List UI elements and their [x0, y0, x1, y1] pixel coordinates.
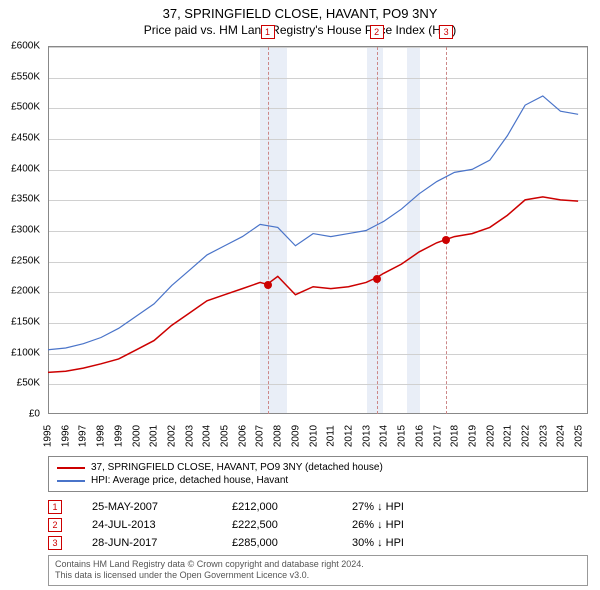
x-tick-label: 2012 [343, 425, 354, 447]
y-tick-label: £400K [11, 163, 40, 174]
chart-subtitle: Price paid vs. HM Land Registry's House … [0, 21, 600, 37]
x-tick-label: 1996 [60, 425, 71, 447]
series-hpi [48, 96, 578, 350]
x-tick-label: 2020 [485, 425, 496, 447]
sale-row: 1 25-MAY-2007£212,00027% ↓ HPI [48, 498, 588, 516]
y-tick-label: £250K [11, 255, 40, 266]
y-tick-label: £200K [11, 286, 40, 297]
sale-index-box: 2 [48, 518, 62, 532]
sale-row: 3 28-JUN-2017£285,00030% ↓ HPI [48, 534, 588, 552]
chart-container: 37, SPRINGFIELD CLOSE, HAVANT, PO9 3NY P… [0, 0, 600, 590]
legend-item: HPI: Average price, detached house, Hava… [57, 474, 579, 487]
y-tick-label: £450K [11, 133, 40, 144]
y-tick-label: £500K [11, 102, 40, 113]
sale-row: 2 24-JUL-2013£222,50026% ↓ HPI [48, 516, 588, 534]
x-tick-label: 2011 [326, 425, 337, 447]
y-tick-label: £300K [11, 225, 40, 236]
y-tick-label: £150K [11, 317, 40, 328]
marker-box: 2 [370, 25, 384, 39]
x-tick-label: 1997 [78, 425, 89, 447]
y-tick-label: £550K [11, 71, 40, 82]
x-tick-label: 2002 [166, 425, 177, 447]
sale-date: 28-JUN-2017 [92, 537, 232, 549]
x-tick-label: 1995 [43, 425, 54, 447]
footer-line-1: Contains HM Land Registry data © Crown c… [55, 559, 581, 571]
legend: 37, SPRINGFIELD CLOSE, HAVANT, PO9 3NY (… [48, 456, 588, 492]
x-tick-label: 2009 [290, 425, 301, 447]
y-tick-label: £0 [29, 409, 40, 420]
legend-item: 37, SPRINGFIELD CLOSE, HAVANT, PO9 3NY (… [57, 461, 579, 474]
y-tick-label: £50K [17, 378, 40, 389]
x-tick-label: 2013 [361, 425, 372, 447]
x-tick-label: 1999 [113, 425, 124, 447]
x-tick-label: 2021 [503, 425, 514, 447]
y-tick-label: £600K [11, 41, 40, 52]
sale-dot [264, 281, 272, 289]
series-property [48, 197, 578, 373]
footer-line-2: This data is licensed under the Open Gov… [55, 570, 581, 582]
x-tick-label: 2015 [397, 425, 408, 447]
sale-date: 25-MAY-2007 [92, 501, 232, 513]
legend-label: 37, SPRINGFIELD CLOSE, HAVANT, PO9 3NY (… [91, 462, 383, 473]
x-tick-label: 2017 [432, 425, 443, 447]
sale-date: 24-JUL-2013 [92, 519, 232, 531]
x-tick-label: 2019 [467, 425, 478, 447]
x-tick-label: 2023 [538, 425, 549, 447]
legend-label: HPI: Average price, detached house, Hava… [91, 475, 288, 486]
line-series [48, 47, 587, 414]
x-tick-label: 2016 [414, 425, 425, 447]
x-tick-label: 2010 [308, 425, 319, 447]
sale-delta: 30% ↓ HPI [352, 537, 588, 549]
attribution-footer: Contains HM Land Registry data © Crown c… [48, 555, 588, 586]
sale-price: £285,000 [232, 537, 352, 549]
x-tick-label: 2022 [521, 425, 532, 447]
sale-dot [442, 236, 450, 244]
x-tick-label: 1998 [96, 425, 107, 447]
sale-delta: 27% ↓ HPI [352, 501, 588, 513]
x-tick-label: 2014 [379, 425, 390, 447]
x-tick-label: 2006 [237, 425, 248, 447]
chart-title: 37, SPRINGFIELD CLOSE, HAVANT, PO9 3NY [0, 0, 600, 21]
y-tick-label: £100K [11, 347, 40, 358]
sale-delta: 26% ↓ HPI [352, 519, 588, 531]
x-tick-label: 2005 [220, 425, 231, 447]
sale-index-box: 1 [48, 500, 62, 514]
legend-swatch [57, 480, 85, 482]
y-tick-label: £350K [11, 194, 40, 205]
sale-dot [373, 275, 381, 283]
x-tick-label: 2018 [450, 425, 461, 447]
x-tick-label: 2003 [184, 425, 195, 447]
marker-box: 3 [439, 25, 453, 39]
y-axis-labels: £0£50K£100K£150K£200K£250K£300K£350K£400… [0, 46, 44, 414]
x-tick-label: 2001 [149, 425, 160, 447]
marker-box: 1 [261, 25, 275, 39]
sale-price: £212,000 [232, 501, 352, 513]
x-axis-labels: 1995199619971998199920002001200220032004… [48, 414, 588, 454]
x-tick-label: 2000 [131, 425, 142, 447]
x-tick-label: 2004 [202, 425, 213, 447]
x-tick-label: 2007 [255, 425, 266, 447]
sale-price: £222,500 [232, 519, 352, 531]
sales-table: 1 25-MAY-2007£212,00027% ↓ HPI 2 24-JUL-201… [48, 498, 588, 552]
x-tick-label: 2025 [574, 425, 585, 447]
sale-index-box: 3 [48, 536, 62, 550]
x-tick-label: 2024 [556, 425, 567, 447]
legend-swatch [57, 467, 85, 469]
plot-area: 123 [48, 46, 588, 414]
x-tick-label: 2008 [273, 425, 284, 447]
